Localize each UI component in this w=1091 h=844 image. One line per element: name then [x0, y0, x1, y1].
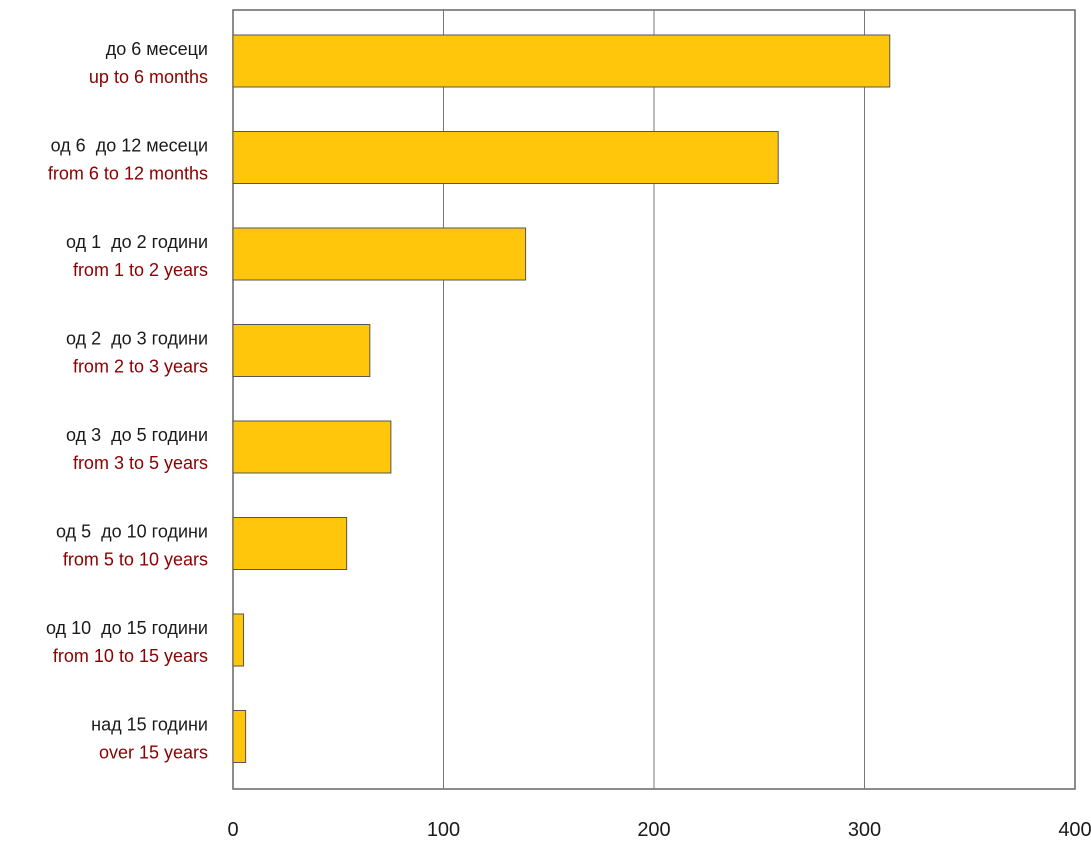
category-label-en: up to 6 months [89, 67, 208, 87]
category-label-en: from 10 to 15 years [53, 646, 208, 666]
category-label-en: from 5 to 10 years [63, 550, 208, 570]
bar [232, 613, 245, 667]
x-tick-label: 100 [427, 819, 460, 839]
category-label-en: from 1 to 2 years [73, 260, 208, 280]
category-label-mk: од 3 до 5 години [66, 425, 208, 445]
bar [232, 710, 247, 763]
category-label-mk: над 15 години [91, 715, 208, 735]
category-label-mk: од 10 до 15 години [46, 618, 208, 638]
category-label-mk: од 5 до 10 години [56, 522, 208, 542]
bar [232, 34, 891, 88]
category-label-mk: до 6 месеци [106, 39, 208, 59]
x-tick-label: 300 [848, 819, 881, 839]
bar [232, 227, 527, 281]
category-label-mk: од 6 до 12 месеци [51, 136, 208, 156]
bar [232, 517, 348, 570]
x-tick-label: 400 [1058, 819, 1091, 839]
bar [232, 324, 371, 377]
x-tick-label: 0 [227, 819, 238, 839]
bar [232, 131, 779, 184]
category-label-mk: од 2 до 3 години [66, 329, 208, 349]
category-label-en: from 2 to 3 years [73, 357, 208, 377]
bar [232, 420, 392, 474]
category-label-en: from 3 to 5 years [73, 453, 208, 473]
category-label-en: from 6 to 12 months [48, 164, 208, 184]
category-label-mk: од 1 до 2 години [66, 232, 208, 252]
category-label-en: over 15 years [99, 743, 208, 763]
x-tick-label: 200 [637, 819, 670, 839]
